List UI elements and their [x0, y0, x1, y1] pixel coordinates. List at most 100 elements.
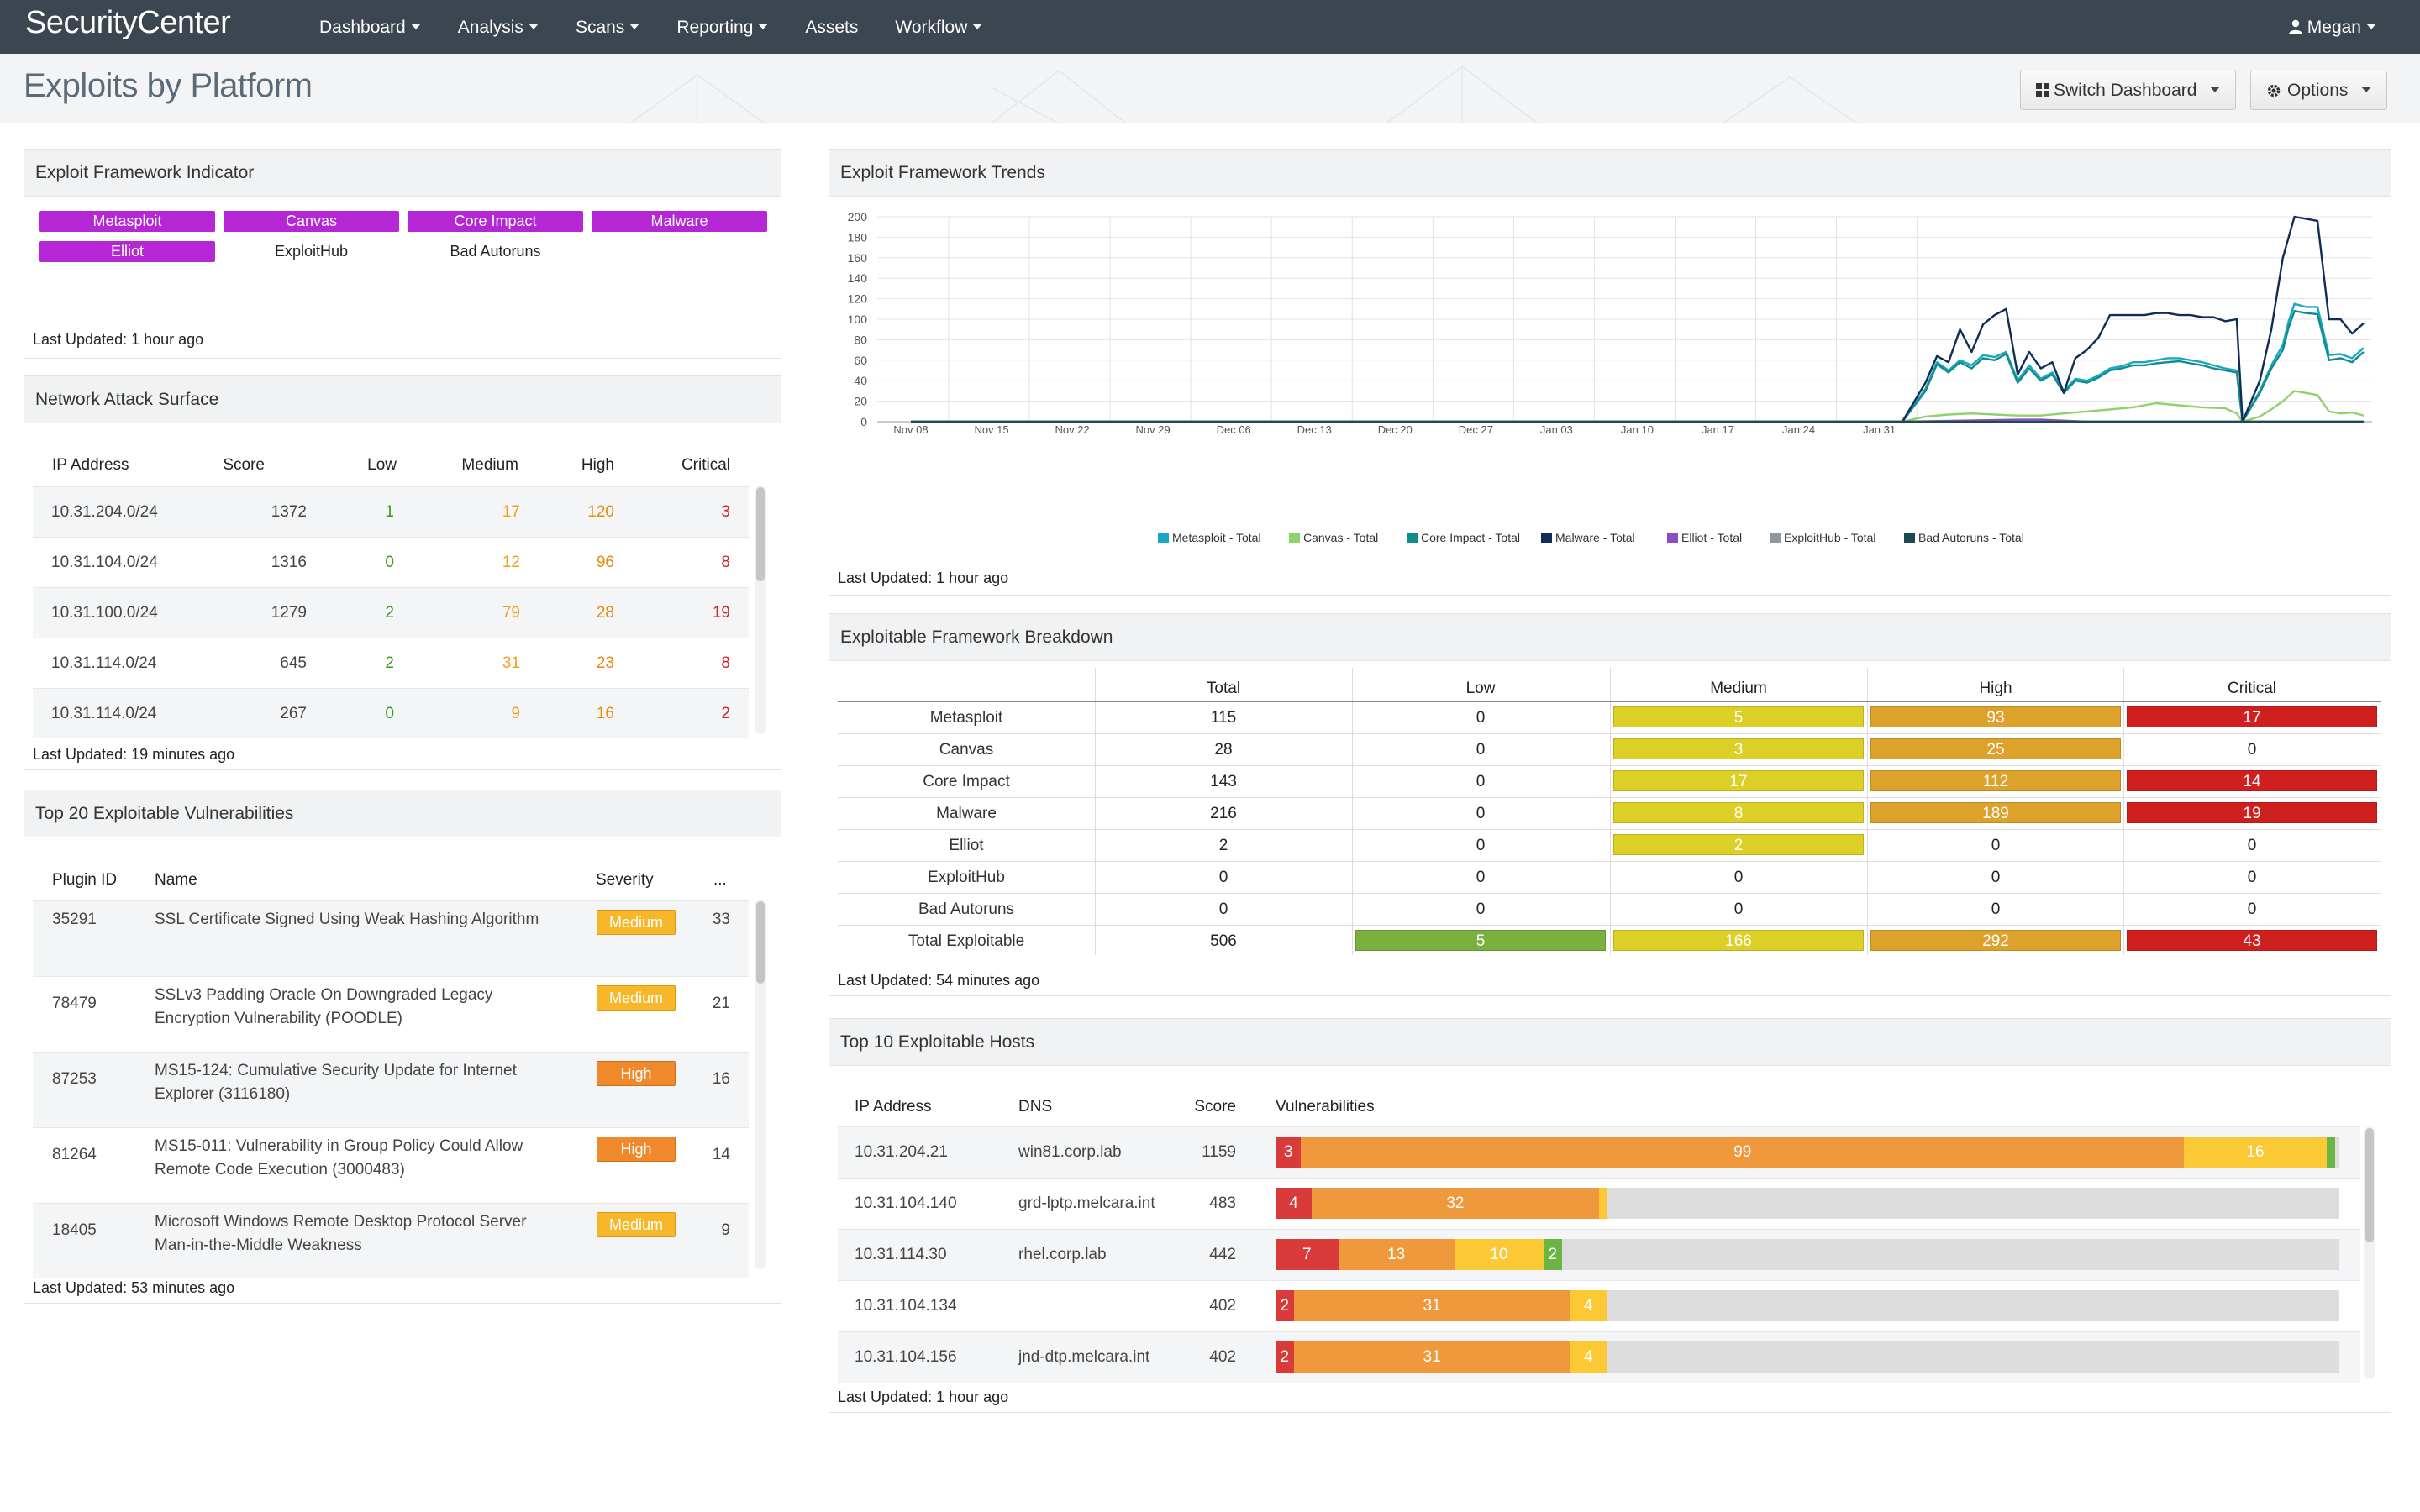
- bar-segment[interactable]: 4: [1276, 1188, 1313, 1219]
- cell-critical[interactable]: 19: [2127, 802, 2377, 823]
- nav-item-reporting[interactable]: Reporting: [676, 0, 769, 54]
- vulnerability-bar[interactable]: 2 31 4: [1276, 1290, 2339, 1321]
- column-header[interactable]: Plugin ID: [52, 871, 118, 889]
- bar-segment[interactable]: 10: [1454, 1239, 1544, 1270]
- column-header[interactable]: Total: [1206, 680, 1241, 697]
- column-header[interactable]: ...: [713, 871, 727, 889]
- vulnerability-name[interactable]: SSLv3 Padding Oracle On Downgraded Legac…: [155, 986, 493, 1004]
- cell-critical[interactable]: 17: [2127, 706, 2377, 727]
- column-header[interactable]: Score: [1194, 1098, 1236, 1116]
- switch-dashboard-button[interactable]: Switch Dashboard: [2020, 71, 2237, 110]
- bar-segment[interactable]: 13: [1338, 1239, 1455, 1270]
- nav-item-scans[interactable]: Scans: [576, 0, 640, 54]
- host-ip[interactable]: 10.31.104.156: [855, 1348, 957, 1366]
- bar-segment[interactable]: 7: [1276, 1239, 1339, 1270]
- vulnerability-bar[interactable]: 3 99 16: [1276, 1137, 2339, 1168]
- legend-item[interactable]: Malware - Total: [1541, 531, 1635, 544]
- vulnerability-name[interactable]: MS15-011: Vulnerability in Group Policy …: [155, 1137, 523, 1155]
- column-header[interactable]: High: [581, 456, 614, 474]
- scrollbar[interactable]: [755, 486, 766, 734]
- bar-segment[interactable]: 31: [1293, 1341, 1570, 1373]
- legend-item[interactable]: Bad Autoruns - Total: [1904, 531, 2024, 544]
- series-line[interactable]: [911, 302, 2365, 423]
- user-menu[interactable]: Megan: [2288, 0, 2376, 55]
- cell-medium[interactable]: 17: [1613, 770, 1864, 791]
- cell-critical[interactable]: 14: [2127, 770, 2377, 791]
- legend-item[interactable]: Core Impact - Total: [1407, 531, 1520, 544]
- cell-high[interactable]: 292: [1870, 930, 2121, 951]
- column-header[interactable]: IP Address: [52, 456, 129, 474]
- cell-high[interactable]: 93: [1870, 706, 2121, 727]
- vulnerability-name[interactable]: Encryption Vulnerability (POODLE): [155, 1010, 402, 1027]
- nav-item-workflow[interactable]: Workflow: [895, 0, 983, 54]
- column-header[interactable]: Critical: [681, 456, 730, 474]
- column-header[interactable]: DNS: [1018, 1098, 1053, 1116]
- bar-segment[interactable]: 2: [1544, 1239, 1562, 1270]
- series-line[interactable]: [911, 310, 2365, 423]
- table-row[interactable]: [33, 638, 749, 688]
- column-header[interactable]: IP Address: [855, 1098, 932, 1116]
- bar-segment[interactable]: 4: [1570, 1341, 1607, 1373]
- column-header[interactable]: Medium: [461, 456, 518, 474]
- cell-high[interactable]: 189: [1870, 802, 2121, 823]
- column-header[interactable]: Low: [1465, 680, 1496, 697]
- vulnerability-bar[interactable]: 2 31 4: [1276, 1341, 2339, 1373]
- vulnerability-name[interactable]: Explorer (3116180): [155, 1085, 291, 1103]
- column-header[interactable]: Vulnerabilities: [1276, 1098, 1375, 1116]
- nav-item-analysis[interactable]: Analysis: [458, 0, 539, 54]
- bar-segment[interactable]: 99: [1301, 1137, 2185, 1168]
- column-header[interactable]: Critical: [2227, 680, 2277, 697]
- legend-item[interactable]: ExploitHub - Total: [1770, 531, 1876, 544]
- vulnerability-name[interactable]: Remote Code Execution (3000483): [155, 1161, 405, 1179]
- vulnerability-name[interactable]: MS15-124: Cumulative Security Update for…: [155, 1062, 517, 1079]
- host-ip[interactable]: 10.31.104.134: [855, 1297, 957, 1315]
- cell-high[interactable]: 25: [1870, 738, 2121, 759]
- bar-segment[interactable]: 31: [1293, 1290, 1570, 1321]
- nav-item-assets[interactable]: Assets: [805, 0, 858, 54]
- column-header[interactable]: Medium: [1710, 680, 1767, 697]
- vulnerability-bar[interactable]: 7 13 10 2: [1276, 1239, 2339, 1270]
- cell-low[interactable]: 5: [1355, 930, 1606, 951]
- legend-item[interactable]: Elliot - Total: [1667, 531, 1742, 544]
- vulnerability-name[interactable]: Man-in-the-Middle Weakness: [155, 1236, 362, 1254]
- bar-segment[interactable]: [1598, 1188, 1607, 1219]
- column-header[interactable]: Severity: [596, 871, 654, 889]
- host-ip[interactable]: 10.31.204.21: [855, 1143, 948, 1161]
- scrollbar[interactable]: [2364, 1126, 2375, 1378]
- column-header[interactable]: High: [1979, 680, 2012, 697]
- cell-medium[interactable]: 5: [1613, 706, 1864, 727]
- column-header[interactable]: Name: [155, 871, 197, 889]
- host-ip[interactable]: 10.31.114.30: [855, 1246, 947, 1263]
- vulnerability-bar[interactable]: 4 32: [1276, 1188, 2339, 1219]
- vulnerability-name[interactable]: SSL Certificate Signed Using Weak Hashin…: [155, 911, 539, 928]
- table-row[interactable]: [33, 688, 749, 738]
- bar-segment[interactable]: 3: [1276, 1137, 1302, 1168]
- table-row[interactable]: [33, 486, 749, 537]
- bar-segment[interactable]: 2: [1276, 1290, 1294, 1321]
- series-line[interactable]: [911, 215, 2365, 423]
- cell-critical[interactable]: 43: [2127, 930, 2377, 951]
- column-header[interactable]: Low: [367, 456, 397, 474]
- column-header[interactable]: Score: [223, 456, 265, 474]
- cell-medium[interactable]: 2: [1613, 834, 1864, 855]
- bar-segment[interactable]: 4: [1570, 1290, 1607, 1321]
- host-ip[interactable]: 10.31.104.140: [855, 1194, 957, 1212]
- bar-segment[interactable]: 2: [1276, 1341, 1294, 1373]
- nav-item-dashboard[interactable]: Dashboard: [319, 0, 421, 54]
- legend-item[interactable]: Metasploit - Total: [1158, 531, 1261, 544]
- vulnerability-name[interactable]: Microsoft Windows Remote Desktop Protoco…: [155, 1213, 527, 1231]
- scrollbar[interactable]: [755, 900, 766, 1269]
- bar-segment[interactable]: [2326, 1137, 2335, 1168]
- cell-medium[interactable]: 166: [1613, 930, 1864, 951]
- cell-medium[interactable]: 8: [1613, 802, 1864, 823]
- cell-high[interactable]: 112: [1870, 770, 2121, 791]
- cell-medium[interactable]: 3: [1613, 738, 1864, 759]
- app-logo[interactable]: SecurityCenter: [25, 5, 231, 40]
- series-line[interactable]: [911, 390, 2365, 423]
- bar-segment[interactable]: 32: [1312, 1188, 1599, 1219]
- options-button[interactable]: Options: [2250, 71, 2388, 110]
- legend-item[interactable]: Canvas - Total: [1289, 531, 1378, 544]
- table-row[interactable]: [33, 537, 749, 587]
- bar-segment[interactable]: 16: [2184, 1137, 2327, 1168]
- table-row[interactable]: [33, 587, 749, 638]
